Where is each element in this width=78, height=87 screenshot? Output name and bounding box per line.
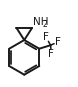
- Text: F: F: [48, 49, 54, 59]
- Text: NH: NH: [33, 17, 48, 27]
- Text: F: F: [55, 37, 61, 47]
- Text: F: F: [43, 32, 49, 42]
- Text: 2: 2: [42, 20, 47, 29]
